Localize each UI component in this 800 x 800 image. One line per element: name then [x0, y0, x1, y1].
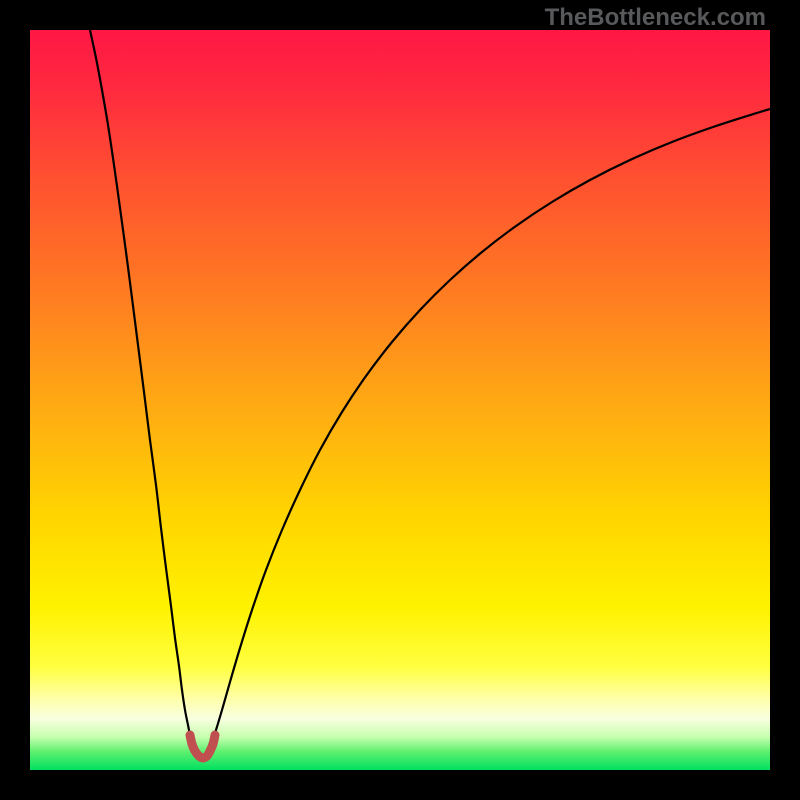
cusp-marker [190, 735, 215, 758]
chart-frame: TheBottleneck.com [0, 0, 800, 800]
curve-right-branch [212, 109, 770, 742]
watermark-text: TheBottleneck.com [545, 4, 766, 32]
curve-left-branch [90, 30, 192, 742]
plot-area [30, 30, 770, 770]
curves-layer [30, 30, 770, 770]
